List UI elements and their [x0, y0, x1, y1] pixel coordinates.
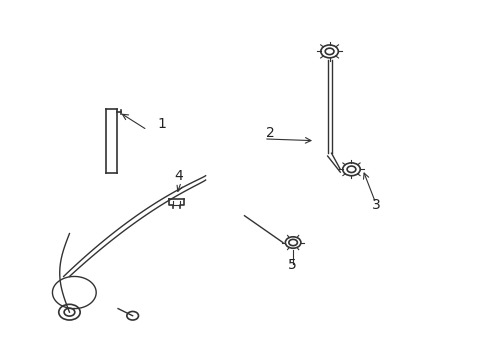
Text: 2: 2: [266, 126, 275, 140]
Text: 5: 5: [287, 258, 296, 272]
Text: 4: 4: [174, 169, 183, 183]
Text: 3: 3: [371, 198, 380, 212]
Text: 1: 1: [157, 117, 165, 131]
